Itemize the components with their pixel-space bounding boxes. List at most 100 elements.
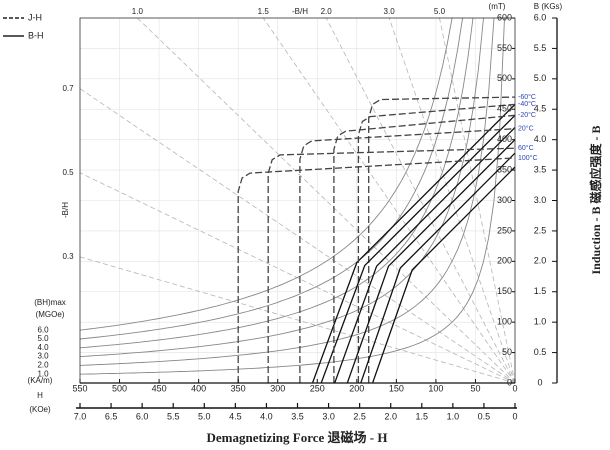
permeance-tick-label: 1.5 [258,7,270,16]
bh-curve [320,114,516,384]
permeance-line [325,17,516,384]
x2-tick-label: 1.5 [416,411,429,421]
y2-tick-label: 1.0 [534,317,547,327]
bh-curve [346,139,516,384]
x2-tick-label: 3.0 [322,411,335,421]
permeance-label-top: -B/H [292,7,308,16]
y-tick-label: 50 [502,347,512,357]
temperature-label: -40°C [518,100,536,108]
x2-tick-label: 5.0 [198,411,211,421]
x-tick-label: 200 [349,383,364,393]
bhmax-tick-label: 3.0 [37,352,49,361]
y2-tick-label: 5.0 [534,73,547,83]
y2-tick-label: 1.5 [534,286,547,296]
jh-curve [368,96,516,383]
x-tick-label: 500 [112,383,127,393]
y2-tick-label: 2.0 [534,256,547,266]
x2-tick-label: 6.0 [136,411,149,421]
y-unit: (mT) [489,2,506,11]
x2-unit: (KOe) [29,405,51,414]
permeance-tick-label: 3.0 [384,7,396,16]
y-tick-label: 300 [497,195,512,205]
x-tick-label: 0 [512,383,517,393]
y2-tick-label: 4.0 [534,134,547,144]
permeance-tick-label: 1.0 [132,7,144,16]
permeance-line [262,17,516,384]
x-tick-label: 150 [389,383,404,393]
bhmax-curve [79,17,474,349]
temperature-label: 60°C [518,144,534,152]
x-tick-label: 100 [428,383,443,393]
x2-tick-label: 5.5 [167,411,180,421]
x2-tick-label: 2.0 [384,411,397,421]
bhmax-tick-label: 4.0 [37,343,49,352]
bhmax-tick-label: 6.0 [37,325,49,334]
bhmax-curve [79,17,464,340]
y2-tick-label: 0 [537,377,542,387]
x2-tick-label: 2.5 [353,411,366,421]
x-tick-label: 50 [470,383,480,393]
jh-curve [333,114,516,383]
y-tick-label: 600 [497,12,512,22]
x-tick-label: 400 [191,383,206,393]
legend-label: B-H [28,30,44,40]
x2-tick-label: 0 [512,411,517,421]
y2-tick-label: 6.0 [534,12,547,22]
permeance-tick-label: 2.0 [321,7,333,16]
x2-tick-label: 0.5 [478,411,491,421]
x2-tick-label: 6.5 [105,411,118,421]
x-tick-label: 250 [310,383,325,393]
jh-curve [237,157,516,383]
permeance-tick-label: 5.0 [434,7,446,16]
y2-tick-label: 0.5 [534,347,547,357]
x2-tick-label: 4.5 [229,411,242,421]
jh-curve [357,103,516,383]
temperature-label: -20°C [518,111,536,119]
y2-tick-label: 2.5 [534,225,547,235]
bhmax-label: (BH)max [34,298,66,307]
x-name: H [37,391,43,400]
bh-curve [360,152,516,384]
jh-curve [267,147,516,383]
chart-title: Demagnetizing Force 退磁场 - H [207,430,388,445]
x-unit: (KA/m) [28,376,53,385]
bhmax-curve [79,17,495,366]
y2-tick-label: 3.0 [534,195,547,205]
bh-curve [334,127,516,384]
y-label: Induction - B 磁感应强度 - B [588,125,603,274]
y-tick-label: 150 [497,286,512,296]
bh-curve [311,103,516,384]
x-tick-label: 550 [72,383,87,393]
permeance-tick-label: 0.3 [62,252,74,261]
legend-label: J-H [28,12,42,22]
y2-tick-label: 4.5 [534,104,547,114]
bhmax-curve [79,17,505,375]
x-tick-label: 450 [152,383,167,393]
y2-tick-label: 5.5 [534,43,547,53]
temperature-label: 100°C [518,154,538,162]
y2-tick-label: 3.5 [534,164,547,174]
bhmax-tick-label: 2.0 [37,361,49,370]
y2-unit: B (KGs) [534,2,563,11]
y-tick-label: 350 [497,164,512,174]
temperature-label: 20°C [518,125,534,133]
y-tick-label: 0 [507,377,512,387]
bhmax-curve [79,17,484,358]
jh-curve [299,128,516,383]
permeance-tick-label: 0.7 [62,84,74,93]
bhmax-unit: (MGOe) [36,310,65,319]
x2-tick-label: 1.0 [447,411,460,421]
y-tick-label: 550 [497,43,512,53]
y-tick-label: 250 [497,225,512,235]
permeance-line [79,256,516,384]
bhmax-tick-label: 1.0 [37,369,49,378]
permeance-line [79,172,516,384]
permeance-label-left: -B/H [61,202,70,218]
permeance-tick-label: 0.5 [62,168,74,177]
x-tick-label: 300 [270,383,285,393]
y-tick-label: 100 [497,317,512,327]
x2-tick-label: 4.0 [260,411,273,421]
temperature-label: -60°C [518,93,536,101]
bhmax-tick-label: 5.0 [37,334,49,343]
